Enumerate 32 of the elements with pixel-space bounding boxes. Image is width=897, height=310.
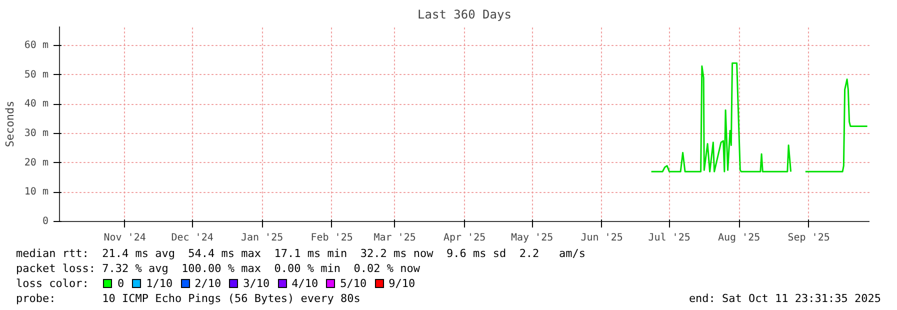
text: packet loss: 7.32 % avg 100.00 % max 0.00 % min 0.02 % now [16, 261, 421, 276]
y-tick-label: 50 m [24, 69, 49, 80]
x-tick-label: Feb '25 [310, 232, 353, 244]
text: end: Sat Oct 11 23:31:35 2025 [688, 291, 881, 306]
text: 4/10 [292, 277, 318, 290]
text: loss color: [16, 277, 90, 290]
y-tick-label: 40 m [24, 98, 49, 110]
x-tick-label: Dec '24 [171, 232, 214, 244]
x-tick-label: May '25 [510, 232, 554, 244]
text: 1/10 [146, 277, 173, 290]
y-tick-label: 60 m [24, 40, 49, 52]
y-tick-label: 0 [42, 216, 49, 227]
x-tick-label: Aug '25 [718, 232, 760, 244]
x-tick-label: Mar '25 [374, 232, 416, 244]
x-tick-label: Apr '25 [443, 232, 486, 244]
y-axis-title: Seconds [3, 100, 16, 148]
y-tick-label: 30 m [24, 128, 49, 140]
x-tick-label: Sep '25 [788, 232, 830, 244]
x-tick-label: Jun '25 [580, 232, 623, 244]
text: 3/10 [243, 277, 270, 290]
text: median rtt: 21.4 ms avg 54.4 ms max 17.1 ms min 32.2 ms now 9.6 ms sd 2.2 am/s [16, 246, 587, 261]
text: 2/10 [194, 277, 222, 290]
text: 5/10 [340, 277, 367, 290]
text: 0 [117, 277, 124, 290]
y-tick-label: 20 m [24, 157, 49, 168]
chart-title: Last 360 Days [418, 8, 512, 22]
x-tick-label: Jan '25 [240, 232, 284, 244]
x-tick-label: Nov '24 [104, 232, 146, 244]
y-tick-label: 10 m [24, 186, 49, 198]
text: 9/10 [388, 277, 416, 290]
x-tick-label: Jul '25 [648, 232, 690, 244]
text: probe: 10 ICMP Echo Pings (56 Bytes) every 80s [16, 291, 360, 306]
